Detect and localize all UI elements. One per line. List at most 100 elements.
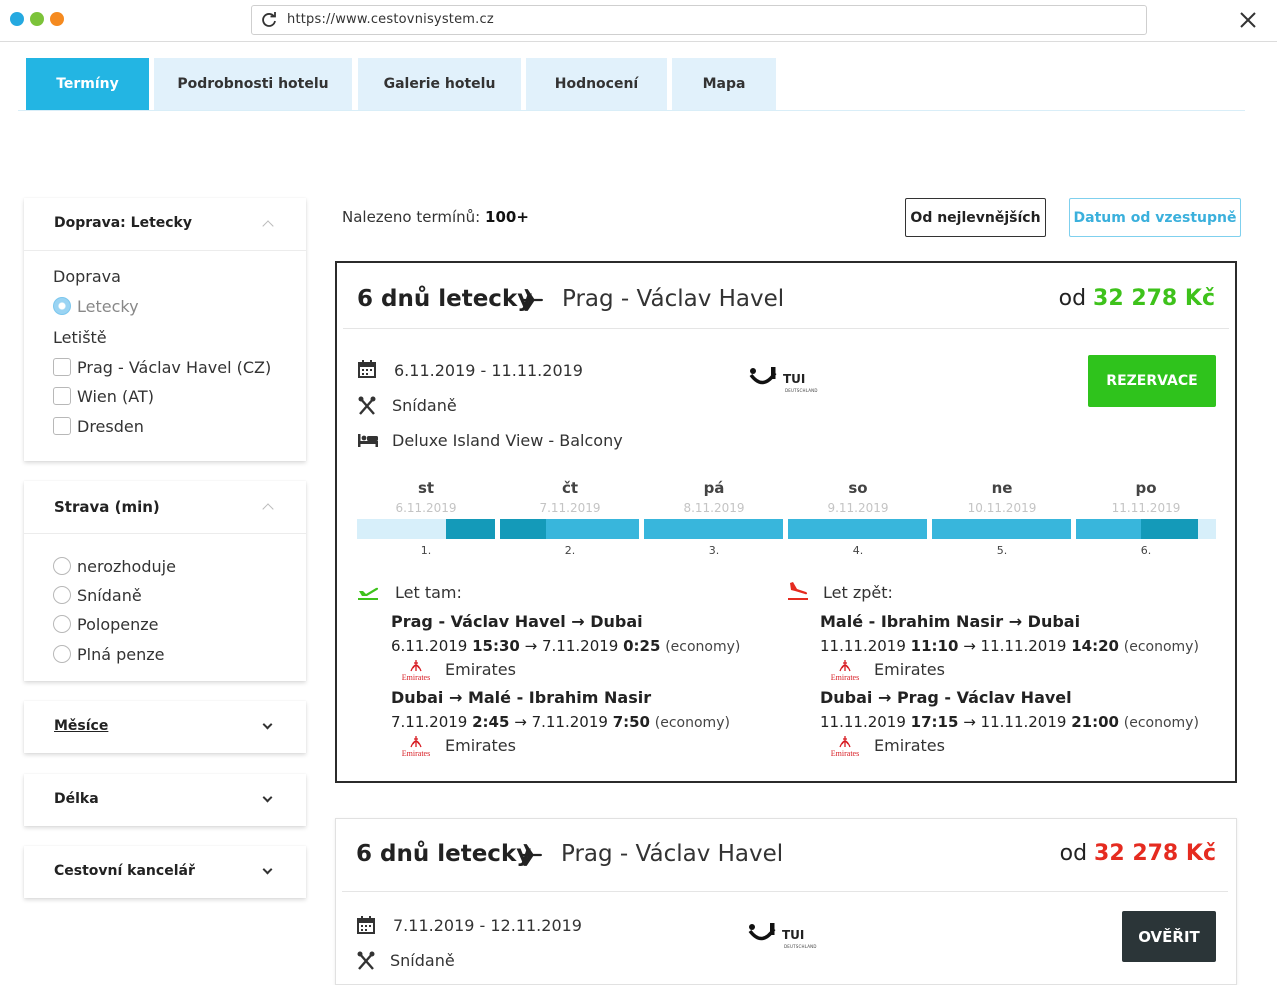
emirates-logo-text: Emirates: [830, 749, 860, 758]
arr-date: 7.11.2019: [531, 713, 608, 731]
offer-price: od 32 278 Kč: [1059, 286, 1215, 311]
filter-agency-header[interactable]: Cestovní kancelář: [54, 863, 195, 879]
transport-option-air[interactable]: Letecky: [53, 296, 139, 316]
reserve-button[interactable]: REZERVACE: [1088, 355, 1216, 407]
day-date: 10.11.2019: [967, 501, 1037, 515]
reload-icon[interactable]: [260, 11, 278, 29]
timeline-segment: [932, 519, 1071, 539]
chevron-down-icon[interactable]: [262, 719, 273, 730]
airport-option-dresden[interactable]: Dresden: [53, 416, 144, 436]
flight-times: 11.11.2019 11:10 → 11.11.2019 14:20 (eco…: [820, 637, 1199, 655]
day-name: čt: [561, 479, 579, 497]
offer-price: od 32 278 Kč: [1060, 841, 1216, 866]
flight-class: (economy): [1123, 639, 1199, 655]
radio-selected[interactable]: [53, 297, 71, 315]
verify-button[interactable]: OVĚŘIT: [1122, 911, 1216, 962]
bed-icon: [358, 434, 378, 447]
flight-times: 11.11.2019 17:15 → 11.11.2019 21:00 (eco…: [820, 713, 1199, 731]
price-prefix: od: [1059, 841, 1088, 866]
dep-time: 11:10: [910, 637, 959, 655]
price-value: 32 278 Kč: [1093, 286, 1215, 311]
filter-length[interactable]: Délka: [24, 774, 306, 826]
checkbox[interactable]: [53, 358, 71, 376]
airport-option-prague[interactable]: Prag - Václav Havel (CZ): [53, 357, 271, 377]
filter-agency[interactable]: Cestovní kancelář: [24, 846, 306, 898]
dep-time: 2:45: [472, 713, 510, 731]
emirates-emblem-icon: [839, 660, 851, 672]
window-dot-blue[interactable]: [10, 12, 24, 26]
board-option-label: Snídaně: [77, 585, 142, 605]
timeline-segment: [546, 519, 639, 539]
airline-name: Emirates: [874, 736, 945, 755]
offer-place: Prag - Václav Havel: [562, 286, 785, 312]
timeline-segment: [1198, 519, 1216, 539]
board-option-halfboard[interactable]: Polopenze: [53, 614, 158, 634]
board-option-breakfast[interactable]: Snídaně: [53, 585, 142, 605]
day-name: st: [417, 479, 435, 497]
window-dot-green[interactable]: [30, 12, 44, 26]
price-prefix: od: [1058, 286, 1087, 311]
tab-mapa[interactable]: Mapa: [672, 58, 776, 110]
offer-title: 6 dnů letecky: [357, 286, 533, 312]
filter-length-header[interactable]: Délka: [54, 791, 99, 807]
dep-time: 17:15: [910, 713, 959, 731]
tab-podrobnosti-hotelu[interactable]: Podrobnosti hotelu: [154, 58, 352, 110]
emirates-emblem-icon: [839, 736, 851, 748]
filter-transport-header[interactable]: Doprava: Letecky: [54, 215, 192, 231]
radio[interactable]: [53, 586, 71, 604]
emirates-logo-text: Emirates: [401, 673, 431, 682]
checkbox[interactable]: [53, 387, 71, 405]
sort-date-button[interactable]: Datum od vzestupně: [1069, 198, 1241, 237]
checkbox[interactable]: [53, 417, 71, 435]
day-number: 6.: [1140, 544, 1152, 557]
divider: [24, 533, 306, 534]
operator-sub: DEUTSCHLAND: [785, 388, 818, 393]
dep-date: 7.11.2019: [391, 713, 468, 731]
arr-date: 11.11.2019: [980, 637, 1067, 655]
board-option-any[interactable]: nerozhoduje: [53, 556, 176, 576]
filter-months[interactable]: Měsíce: [24, 701, 306, 753]
arr-date: 7.11.2019: [542, 637, 619, 655]
day-date: 6.11.2019: [395, 501, 457, 515]
results-count-value: 100+: [485, 208, 529, 226]
board-option-fullboard[interactable]: Plná penze: [53, 644, 165, 664]
tab-galerie-hotelu[interactable]: Galerie hotelu: [358, 58, 521, 110]
close-icon[interactable]: [1237, 9, 1259, 31]
chevron-down-icon[interactable]: [262, 792, 273, 803]
tui-smile-icon: [748, 923, 776, 941]
radio[interactable]: [53, 557, 71, 575]
radio[interactable]: [53, 615, 71, 633]
day-date: 7.11.2019: [539, 501, 601, 515]
day-number: 1.: [420, 544, 432, 557]
tab-terminy[interactable]: Termíny: [26, 58, 149, 110]
day-name: po: [1135, 479, 1157, 497]
window-dot-orange[interactable]: [50, 12, 64, 26]
filter-board-header[interactable]: Strava (min): [54, 498, 160, 516]
flight-route: Dubai → Malé - Ibrahim Nasir: [391, 688, 652, 707]
tab-hodnoceni[interactable]: Hodnocení: [526, 58, 667, 110]
tui-smile-icon: [749, 367, 777, 385]
calendar-icon: [357, 916, 375, 934]
dep-time: 15:30: [472, 637, 520, 655]
emirates-emblem-icon: [410, 660, 422, 672]
airports-label: Letiště: [53, 328, 107, 347]
day-date: 8.11.2019: [683, 501, 745, 515]
sort-cheapest-button[interactable]: Od nejlevnějších: [905, 198, 1046, 237]
chevron-down-icon[interactable]: [262, 864, 273, 875]
airport-option-wien[interactable]: Wien (AT): [53, 386, 154, 406]
timeline-segment: [500, 519, 546, 539]
day-number: 4.: [852, 544, 864, 557]
day-name: so: [848, 479, 868, 497]
timeline-segment: [357, 519, 446, 539]
operator-name: TUI: [783, 372, 806, 386]
landing-icon: [788, 582, 808, 600]
airport-label: Prag - Václav Havel (CZ): [77, 357, 272, 377]
radio[interactable]: [53, 645, 71, 663]
dep-date: 6.11.2019: [391, 637, 468, 655]
chevron-up-icon[interactable]: [262, 220, 274, 232]
filter-months-header[interactable]: Měsíce: [54, 718, 109, 734]
day-number: 5.: [996, 544, 1008, 557]
address-bar[interactable]: https://www.cestovnisystem.cz: [251, 5, 1147, 35]
timeline-segment: [446, 519, 495, 539]
chevron-up-icon[interactable]: [262, 503, 274, 515]
